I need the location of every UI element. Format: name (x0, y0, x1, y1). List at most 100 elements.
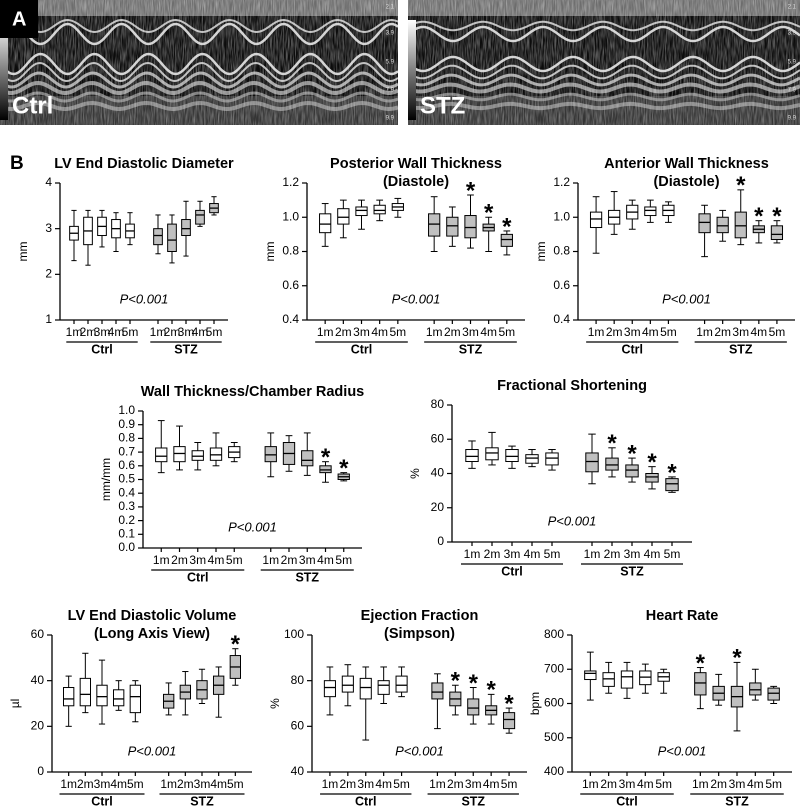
box-chart: Fractional Shortening% 0 20 40 60 80 P<0.001 1m… (408, 378, 692, 578)
x-tick-label: 3m (624, 325, 641, 339)
p-value: P<0.001 (120, 291, 169, 306)
x-tick-label: 5m (122, 325, 139, 339)
x-tick-label: 3m (94, 325, 111, 339)
box (209, 447, 223, 461)
y-tick-label: 4 (45, 175, 52, 189)
y-tick-label: 800 (544, 627, 564, 641)
echo-wall (408, 64, 800, 80)
x-tick-label: 5m (226, 553, 243, 567)
x-tick-label: 4m (750, 325, 767, 339)
y-tick-label: 0 (37, 764, 44, 778)
x-tick-label: 5m (769, 325, 786, 339)
group-label: Ctrl (621, 342, 643, 356)
x-tick-label: 2m (714, 325, 731, 339)
x-tick-label: 2m (281, 553, 298, 567)
image-label: STZ (420, 92, 465, 119)
significance-star: * (736, 172, 746, 199)
y-tick-label: 1 (45, 312, 52, 326)
box (767, 687, 780, 701)
x-tick-label: 4m (108, 325, 125, 339)
y-tick-label: 0.2 (118, 513, 135, 527)
y-tick-label: 40 (291, 764, 305, 778)
y-tick-label: 60 (431, 431, 445, 445)
y-axis-label: mm (534, 242, 548, 262)
x-tick-label: 1m (322, 777, 339, 791)
x-tick-label: 2m (710, 777, 727, 791)
p-value: P<0.001 (548, 513, 597, 528)
y-tick-label: 0.9 (118, 417, 135, 431)
y-tick-label: 0.0 (118, 540, 135, 554)
chart-title: LV End Diastolic Volume (68, 608, 237, 624)
x-tick-label: 4m (192, 325, 209, 339)
y-tick-label: 0.3 (118, 499, 135, 513)
y-tick-label: 0.1 (118, 526, 135, 540)
x-tick-label: 1m (160, 777, 177, 791)
x-tick-label: 4m (375, 777, 392, 791)
chart-title: Fractional Shortening (497, 378, 647, 394)
y-tick-label: 0.7 (118, 444, 135, 458)
group-label: STZ (295, 570, 319, 584)
p-value: P<0.001 (228, 519, 277, 534)
chart-title: Ejection Fraction (361, 608, 479, 624)
panel-label: A (12, 8, 26, 30)
y-axis-label: µl (8, 699, 22, 709)
box-chart: Anterior Wall Thickness (Diastole) mm 0.4 0.… (534, 156, 795, 356)
echo-wall (0, 18, 398, 34)
y-tick-label: 0.6 (118, 458, 135, 472)
p-value: P<0.001 (392, 291, 441, 306)
group-label: STZ (620, 564, 644, 578)
x-tick-label: 3m (194, 777, 211, 791)
x-tick-label: 1m (692, 777, 709, 791)
box (602, 672, 615, 687)
x-tick-label: 3m (299, 553, 316, 567)
echo-wall (0, 100, 398, 111)
echo-wall (408, 73, 800, 87)
y-tick-label: 40 (431, 466, 445, 480)
group-label: STZ (190, 794, 214, 807)
x-tick-label: 2m (171, 553, 188, 567)
x-tick-label: 1m (153, 553, 170, 567)
group-label: STZ (461, 794, 485, 807)
box (584, 670, 597, 681)
chart-subtitle: (Diastole) (383, 174, 449, 190)
box (465, 449, 479, 463)
box (153, 228, 163, 246)
group-label: STZ (729, 342, 753, 356)
group-label: STZ (459, 342, 483, 356)
x-tick-label: 1m (588, 325, 605, 339)
echo-wall (0, 61, 398, 83)
y-tick-label: 100 (284, 627, 304, 641)
chart-title: Wall Thickness/Chamber Radius (141, 384, 364, 400)
x-tick-label: 2m (80, 325, 97, 339)
box (545, 452, 559, 466)
box (644, 206, 657, 217)
significance-star: * (647, 449, 657, 476)
x-tick-label: 1m (317, 325, 334, 339)
y-tick-label: 1.0 (282, 209, 299, 223)
chart-title: Posterior Wall Thickness (330, 156, 502, 172)
echo-wall (0, 91, 398, 103)
box (337, 208, 350, 225)
box (467, 698, 480, 716)
x-tick-label: 1m (66, 325, 83, 339)
group-label: Ctrl (91, 342, 113, 356)
y-axis-label: mm/mm (99, 458, 113, 501)
x-tick-label: 5m (664, 547, 681, 561)
box (605, 457, 619, 471)
x-tick-label: 4m (317, 553, 334, 567)
x-tick-label: 3m (357, 777, 374, 791)
x-tick-label: 4m (637, 777, 654, 791)
x-tick-label: 4m (210, 777, 227, 791)
box (377, 680, 390, 695)
x-tick-label: 5m (765, 777, 782, 791)
x-tick-label: 4m (642, 325, 659, 339)
box (505, 449, 519, 463)
significance-star: * (231, 631, 241, 658)
depth-label: 5.9 (386, 60, 395, 66)
group-label: Ctrl (616, 794, 638, 807)
p-value: P<0.001 (662, 291, 711, 306)
p-value: P<0.001 (395, 743, 444, 758)
y-axis-label: mm (16, 242, 30, 262)
